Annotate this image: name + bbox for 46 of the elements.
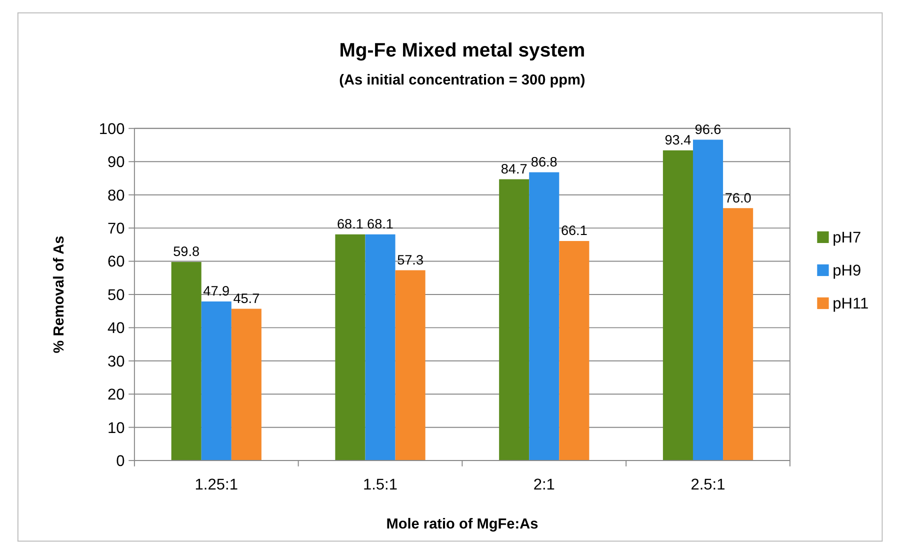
- y-tick-label: 30: [107, 353, 126, 370]
- text: 45.7: [233, 290, 260, 306]
- chart-title: Mg-Fe Mixed metal system: [339, 40, 586, 62]
- text: 84.7: [500, 161, 528, 176]
- text: 57.3: [397, 252, 424, 268]
- y-tick-label: 70: [107, 220, 126, 238]
- y-tick-label: 40: [107, 320, 126, 338]
- text: 66.1: [560, 223, 588, 238]
- y-tick-label: 0: [116, 452, 126, 470]
- y-tick-label: 100: [98, 120, 126, 138]
- legend-label: pH9: [832, 262, 862, 280]
- y-tick-label: 80: [107, 187, 126, 204]
- y-tick-label: 60: [107, 254, 126, 271]
- text: 59.8: [173, 244, 200, 260]
- x-axis-title: Mole ratio of MgFe:As: [386, 516, 538, 533]
- bar: [692, 140, 724, 461]
- text: 96.6: [694, 122, 722, 137]
- text: 93.4: [664, 132, 692, 148]
- text: 68.1: [367, 216, 394, 232]
- bar: [395, 270, 426, 461]
- legend-label: pH7: [832, 230, 862, 247]
- y-tick-label: 50: [107, 286, 126, 304]
- x-tick-label: 2.5:1: [690, 476, 726, 494]
- chart-subtitle: (As initial concentration = 300 ppm): [339, 72, 586, 89]
- bar: [499, 179, 530, 461]
- bar: [559, 241, 590, 461]
- bar: [335, 234, 366, 461]
- y-tick-label: 90: [107, 154, 126, 172]
- x-tick-label: 1.5:1: [363, 476, 398, 494]
- text: 68.1: [336, 216, 364, 232]
- bar: [201, 301, 232, 461]
- bar: [231, 308, 262, 461]
- y-axis-title: % Removal of As: [52, 236, 68, 354]
- y-tick-label: 10: [107, 420, 126, 437]
- text: 86.8: [530, 154, 558, 170]
- text: 47.9: [203, 284, 230, 299]
- text: 76.0: [724, 190, 752, 206]
- bar: [723, 208, 754, 461]
- bar: [365, 234, 396, 461]
- x-tick-label: 2:1: [533, 476, 555, 494]
- bar: [662, 150, 693, 461]
- legend-label: pH11: [832, 296, 869, 313]
- bar: [529, 172, 560, 461]
- bar: [171, 262, 202, 461]
- x-tick-label: 1.25:1: [194, 476, 238, 494]
- y-tick-label: 20: [107, 386, 126, 404]
